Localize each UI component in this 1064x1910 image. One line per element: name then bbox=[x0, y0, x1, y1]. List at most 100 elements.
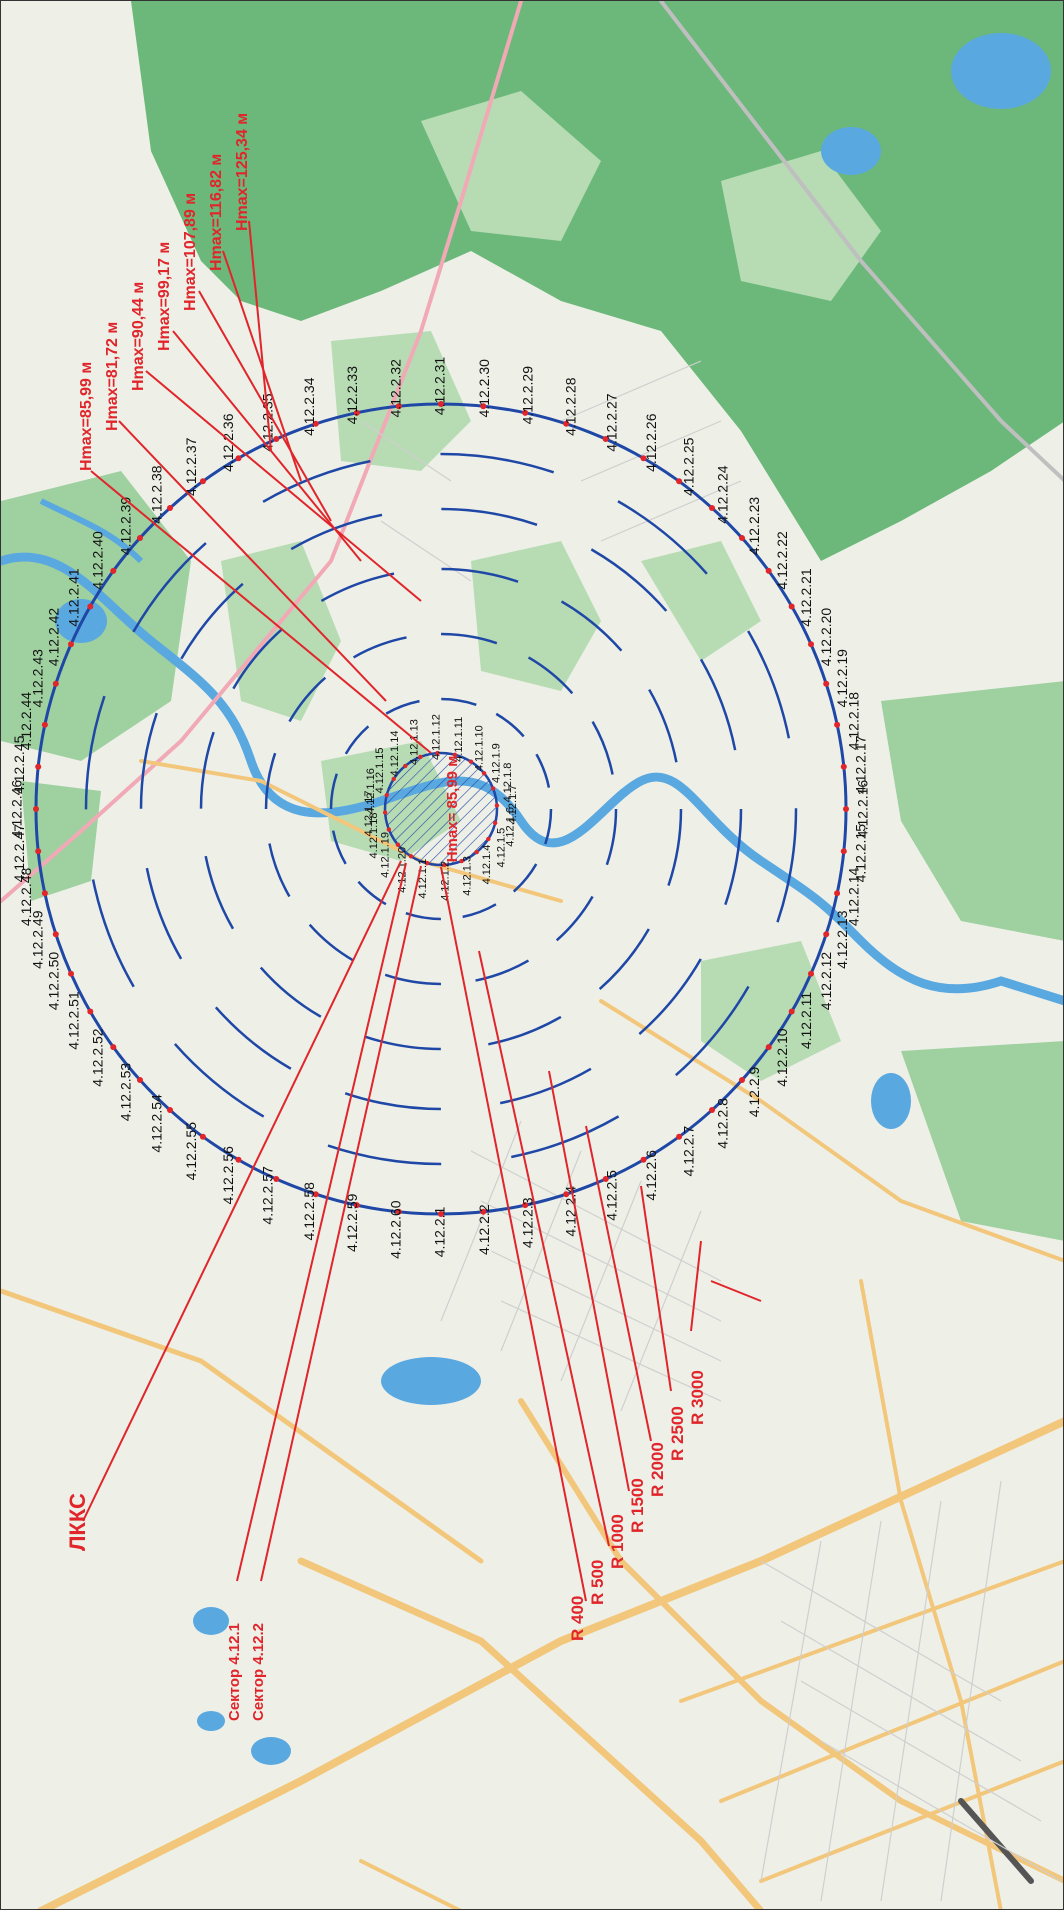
outer-point-marker bbox=[766, 1044, 772, 1050]
outer-point-label: 4.12.2.9 bbox=[746, 1066, 762, 1117]
outer-point-label: 4.12.2.58 bbox=[301, 1182, 317, 1241]
inner-point-label: 4.12.1.18 bbox=[368, 813, 380, 859]
outer-point-label: 4.12.2.54 bbox=[149, 1094, 165, 1153]
radius-label: R 2500 bbox=[668, 1406, 687, 1461]
outer-point-label: 4.12.2.22 bbox=[774, 531, 790, 590]
outer-point-label: 4.12.2.40 bbox=[90, 531, 106, 590]
center-hmax-label: Hmax= 85,99 м bbox=[444, 756, 461, 863]
outer-point-marker bbox=[841, 848, 847, 854]
outer-point-marker bbox=[110, 568, 116, 574]
inner-point-marker bbox=[495, 803, 499, 807]
inner-point-marker bbox=[475, 850, 479, 854]
inner-point-marker bbox=[403, 764, 407, 768]
sector-4-12-1-label: Сектор 4.12.1 bbox=[226, 1623, 243, 1721]
inner-point-label: 4.12.1.10 bbox=[474, 725, 486, 771]
outer-point-marker bbox=[834, 890, 840, 896]
outer-point-label: 4.12.2.8 bbox=[715, 1098, 731, 1149]
outer-point-label: 4.12.2.19 bbox=[834, 649, 850, 708]
sector-4-12-2-label: Сектор 4.12.2 bbox=[250, 1623, 267, 1721]
outer-point-marker bbox=[823, 681, 829, 687]
radius-label: R 500 bbox=[588, 1560, 607, 1605]
outer-point-label: 4.12.2.38 bbox=[149, 465, 165, 524]
outer-point-marker bbox=[68, 971, 74, 977]
outer-point-marker bbox=[789, 1009, 795, 1015]
outer-point-marker bbox=[42, 722, 48, 728]
outer-point-label: 4.12.2.7 bbox=[680, 1126, 696, 1177]
outer-point-label: 4.12.2.1 bbox=[432, 1206, 448, 1257]
outer-point-label: 4.12.2.3 bbox=[520, 1197, 536, 1248]
outer-point-label: 4.12.2.31 bbox=[432, 357, 448, 416]
outer-point-label: 4.12.2.60 bbox=[388, 1200, 404, 1259]
inner-point-marker bbox=[486, 837, 490, 841]
inner-point-label: 4.12.1.11 bbox=[453, 717, 465, 762]
hmax-label: Hmax=81,72 м bbox=[104, 322, 121, 431]
outer-point-label: 4.12.2.55 bbox=[183, 1122, 199, 1181]
inner-point-marker bbox=[383, 810, 387, 814]
radius-label: R 1500 bbox=[628, 1478, 647, 1533]
outer-point-label: 4.12.2.36 bbox=[220, 413, 236, 472]
outer-point-marker bbox=[35, 764, 41, 770]
outer-point-label: 4.12.2.2 bbox=[476, 1204, 492, 1255]
outer-point-marker bbox=[200, 1134, 206, 1140]
outer-point-label: 4.12.2.53 bbox=[117, 1063, 133, 1122]
outer-point-marker bbox=[823, 931, 829, 937]
inner-point-label: 4.12.1.8 bbox=[502, 763, 514, 803]
outer-point-label: 4.12.2.26 bbox=[643, 413, 659, 472]
outer-point-marker bbox=[35, 848, 41, 854]
outer-point-label: 4.12.2.10 bbox=[774, 1028, 790, 1087]
hmax-label: Hmax=107,89 м bbox=[182, 193, 199, 311]
lkks-label: ЛККС bbox=[65, 1493, 90, 1551]
outer-point-label: 4.12.2.29 bbox=[520, 366, 536, 425]
outer-point-marker bbox=[53, 931, 59, 937]
outer-point-label: 4.12.2.27 bbox=[604, 393, 620, 452]
outer-point-label: 4.12.2.11 bbox=[798, 992, 814, 1050]
hmax-label: Hmax=125,34 м bbox=[234, 113, 251, 231]
outer-point-marker bbox=[739, 535, 745, 541]
outer-point-marker bbox=[137, 535, 143, 541]
outer-point-label: 4.12.2.32 bbox=[388, 359, 404, 418]
outer-point-marker bbox=[834, 722, 840, 728]
inner-point-marker bbox=[409, 854, 413, 858]
outer-point-label: 4.12.2.33 bbox=[344, 366, 360, 425]
inner-point-marker bbox=[493, 821, 497, 825]
outer-point-marker bbox=[236, 455, 242, 461]
outer-point-marker bbox=[843, 806, 849, 812]
hmax-label: Hmax=85,99 м bbox=[78, 362, 95, 471]
outer-point-marker bbox=[68, 641, 74, 647]
outer-point-marker bbox=[87, 604, 93, 610]
outer-point-label: 4.12.2.52 bbox=[90, 1028, 106, 1087]
outer-point-marker bbox=[808, 641, 814, 647]
radius-label: R 3000 bbox=[688, 1370, 707, 1425]
inner-point-marker bbox=[491, 786, 495, 790]
outer-point-marker bbox=[167, 1107, 173, 1113]
inner-point-label: 4.12.1.14 bbox=[389, 731, 401, 777]
outer-point-marker bbox=[87, 1009, 93, 1015]
outer-point-marker bbox=[808, 971, 814, 977]
hmax-label: Hmax=99,17 м bbox=[156, 242, 173, 351]
inner-point-marker bbox=[385, 793, 389, 797]
outer-point-label: 4.12.2.49 bbox=[29, 910, 45, 969]
outer-point-marker bbox=[137, 1077, 143, 1083]
inner-point-label: 4.12.1.9 bbox=[490, 743, 502, 783]
outer-point-marker bbox=[110, 1044, 116, 1050]
outer-point-label: 4.12.2.30 bbox=[476, 359, 492, 418]
outer-point-label: 4.12.2.34 bbox=[301, 377, 317, 436]
outer-point-marker bbox=[789, 604, 795, 610]
inner-point-marker bbox=[396, 843, 400, 847]
outer-point-marker bbox=[167, 505, 173, 511]
inner-point-label: 4.12.1.19 bbox=[379, 832, 391, 878]
outer-point-label: 4.12.2.6 bbox=[643, 1150, 659, 1201]
outer-point-label: 4.12.2.37 bbox=[183, 437, 199, 496]
outer-point-marker bbox=[200, 478, 206, 484]
outer-point-label: 4.12.2.57 bbox=[260, 1166, 276, 1225]
hmax-label: Hmax=116,82 м bbox=[208, 154, 225, 271]
inner-point-label: 4.12.1.4 bbox=[481, 845, 493, 885]
outer-point-marker bbox=[766, 568, 772, 574]
outer-point-label: 4.12.2.12 bbox=[818, 952, 834, 1011]
outer-point-label: 4.12.2.24 bbox=[715, 465, 731, 524]
outer-point-label: 4.12.2.23 bbox=[746, 497, 762, 556]
inner-point-marker bbox=[392, 777, 396, 781]
outer-point-label: 4.12.2.28 bbox=[562, 377, 578, 436]
